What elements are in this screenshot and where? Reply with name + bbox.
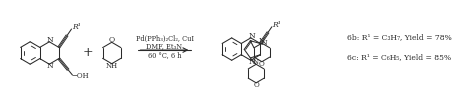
- Text: O: O: [259, 60, 265, 68]
- Text: N: N: [259, 37, 265, 45]
- Text: Pd(PPh₃)₂Cl₂, CuI: Pd(PPh₃)₂Cl₂, CuI: [136, 34, 193, 42]
- Text: N: N: [248, 32, 255, 40]
- Text: R¹: R¹: [72, 23, 81, 31]
- Text: N: N: [47, 62, 54, 70]
- Text: N: N: [248, 58, 255, 66]
- Text: O: O: [253, 81, 259, 89]
- Text: −OH: −OH: [71, 72, 89, 80]
- Text: 6b: R¹ = C₃H₇, Yield = 78%: 6b: R¹ = C₃H₇, Yield = 78%: [347, 33, 452, 41]
- Text: NH: NH: [106, 62, 118, 70]
- Text: N: N: [261, 39, 267, 47]
- Text: 60 °C, 6 h: 60 °C, 6 h: [148, 51, 181, 59]
- Text: R¹: R¹: [273, 21, 281, 29]
- Text: 6c: R¹ = C₆H₅, Yield = 85%: 6c: R¹ = C₆H₅, Yield = 85%: [347, 53, 451, 61]
- Text: DMF, Et₃N: DMF, Et₃N: [146, 42, 182, 50]
- Text: N: N: [47, 36, 54, 44]
- Text: O: O: [109, 36, 115, 44]
- Text: +: +: [82, 47, 93, 60]
- Text: N: N: [253, 58, 259, 66]
